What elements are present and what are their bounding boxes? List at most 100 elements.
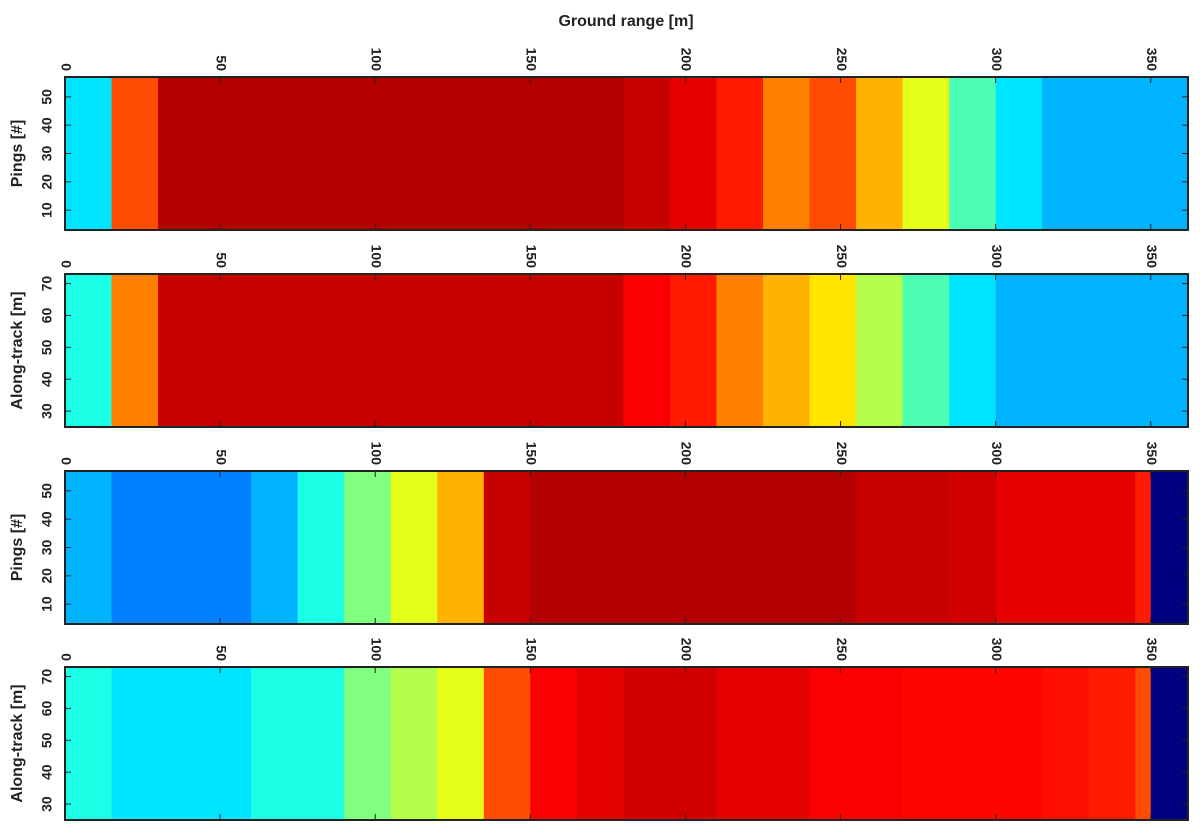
y-tick-label: 40 (39, 117, 55, 133)
x-tick-label: 300 (989, 442, 1005, 466)
heat-cell (856, 667, 904, 820)
heat-cell (204, 274, 252, 427)
heat-cell (204, 77, 252, 230)
heat-cell (623, 77, 671, 230)
heat-cell (623, 471, 671, 624)
heat-cell (669, 471, 717, 624)
heat-cell (716, 471, 764, 624)
x-tick-label: 350 (1144, 442, 1160, 466)
x-tick-label: 200 (679, 638, 695, 662)
heat-cell (669, 77, 717, 230)
x-tick-label: 350 (1144, 245, 1160, 269)
y-tick-label: 20 (39, 174, 55, 190)
y-tick-label: 50 (39, 483, 55, 499)
heat-cell (623, 667, 671, 820)
heat-cell (437, 471, 485, 624)
heat-cell (762, 667, 811, 820)
plot-frame (64, 666, 1189, 821)
y-axis-label: Pings [#] (9, 120, 26, 188)
heat-cell (1135, 471, 1152, 624)
heat-cell (669, 274, 717, 427)
x-tick-label: 50 (213, 645, 229, 661)
heat-cell (65, 274, 113, 427)
heat-cell (1088, 274, 1136, 427)
heat-cell (949, 77, 997, 230)
y-axis-label: Along-track [m] (9, 291, 26, 409)
heat-cell (251, 274, 299, 427)
heat-cell (809, 274, 857, 427)
heat-cell (902, 667, 950, 820)
heat-cell (809, 77, 857, 230)
heat-cell (483, 77, 531, 230)
y-tick-label: 40 (39, 511, 55, 527)
x-tick-label: 150 (524, 48, 540, 72)
heat-cell (344, 667, 392, 820)
y-tick-label: 50 (39, 89, 55, 105)
heat-cell (437, 274, 485, 427)
heat-cell (530, 77, 578, 230)
heat-cell (390, 667, 438, 820)
heat-cell (344, 274, 392, 427)
x-tick-label: 200 (679, 245, 695, 269)
heat-cell (111, 471, 159, 624)
heat-cell (949, 667, 997, 820)
heat-cell (716, 274, 764, 427)
y-tick-label: 30 (39, 146, 55, 162)
x-tick-label: 250 (834, 245, 850, 269)
heat-cell (1042, 667, 1090, 820)
heat-cell (1135, 667, 1152, 820)
x-tick-label: 200 (679, 48, 695, 72)
x-tick-label: 0 (58, 457, 74, 465)
heat-cell (576, 274, 624, 427)
y-tick-label: 60 (39, 307, 55, 323)
heat-cell (1042, 77, 1090, 230)
chart-title: Ground range [m] (558, 13, 693, 30)
heat-cell (949, 471, 997, 624)
y-tick-label: 50 (39, 732, 55, 748)
heat-cell (949, 274, 997, 427)
heat-cell (158, 274, 206, 427)
heat-cell (297, 77, 345, 230)
x-tick-label: 50 (213, 55, 229, 71)
heat-cell (483, 471, 531, 624)
y-tick-label: 70 (39, 669, 55, 685)
x-tick-label: 100 (369, 442, 385, 466)
heat-cell (158, 471, 206, 624)
x-tick-label: 250 (834, 638, 850, 662)
heat-cell (530, 274, 578, 427)
heat-cell (995, 667, 1043, 820)
heat-cell (762, 77, 811, 230)
heat-cell (483, 667, 531, 820)
heat-cell (437, 77, 485, 230)
heat-cell (111, 77, 159, 230)
x-tick-label: 250 (834, 442, 850, 466)
x-tick-label: 300 (989, 48, 1005, 72)
heat-cell (995, 274, 1043, 427)
heat-cell (344, 471, 392, 624)
heat-cell (158, 77, 206, 230)
plot-frame (64, 273, 1189, 428)
x-tick-label: 0 (58, 63, 74, 71)
x-tick-label: 50 (213, 252, 229, 268)
heat-cell (1042, 274, 1090, 427)
heat-cell (483, 274, 531, 427)
y-tick-label: 30 (39, 403, 55, 419)
heat-cell (902, 274, 950, 427)
heat-cell (902, 471, 950, 624)
x-tick-label: 200 (679, 442, 695, 466)
heat-cell (204, 471, 252, 624)
heat-cell (576, 471, 624, 624)
y-axis-label: Pings [#] (9, 514, 26, 582)
heat-cell (809, 667, 857, 820)
heat-cell (530, 667, 578, 820)
heat-cell (669, 667, 717, 820)
x-tick-label: 0 (58, 653, 74, 661)
y-tick-label: 10 (39, 202, 55, 218)
heat-cell (344, 77, 392, 230)
heat-cell (1150, 667, 1189, 820)
heat-cell (65, 471, 113, 624)
heat-cell (856, 471, 904, 624)
x-tick-label: 100 (369, 638, 385, 662)
heat-cell (1135, 77, 1189, 230)
